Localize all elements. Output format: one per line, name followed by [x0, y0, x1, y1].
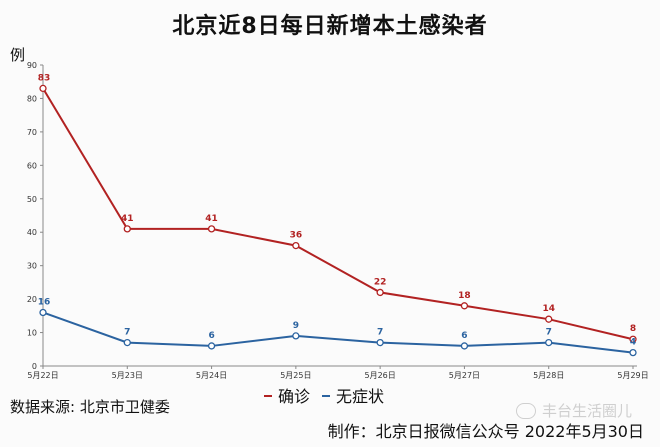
data-label-asymptomatic: 6	[208, 331, 214, 341]
data-label-asymptomatic: 6	[461, 331, 467, 341]
x-tick-label: 5月26日	[365, 371, 396, 380]
data-point-asymptomatic	[39, 308, 47, 317]
data-point-asymptomatic	[123, 338, 131, 347]
legend-label-asymptomatic: 无症状	[336, 387, 384, 406]
legend-label-confirmed: 确诊	[278, 387, 310, 406]
data-point-confirmed	[207, 225, 216, 233]
data-point-confirmed	[39, 84, 47, 93]
x-tick-label: 5月23日	[112, 371, 143, 380]
y-tick-label: 10	[27, 329, 37, 338]
data-label-confirmed: 83	[38, 73, 51, 83]
x-tick-label: 5月29日	[617, 371, 648, 380]
y-tick-label: 60	[27, 161, 37, 170]
data-source: 数据来源: 北京市卫健委	[10, 398, 170, 416]
data-label-confirmed: 41	[121, 214, 134, 224]
data-label-asymptomatic: 7	[546, 328, 552, 338]
series-line-confirmed	[42, 87, 634, 341]
data-label-confirmed: 22	[374, 277, 387, 287]
y-axis-unit-label: 例	[10, 46, 26, 64]
data-label-confirmed: 41	[205, 214, 218, 224]
data-point-asymptomatic	[460, 342, 469, 350]
data-point-asymptomatic	[207, 342, 216, 350]
data-label-confirmed: 18	[458, 291, 471, 301]
y-tick-label: 30	[27, 262, 37, 271]
data-label-asymptomatic: 4	[630, 338, 636, 348]
data-label-asymptomatic: 16	[38, 297, 51, 307]
series-line-asymptomatic	[42, 311, 634, 354]
data-label-asymptomatic: 9	[293, 321, 299, 331]
data-label-asymptomatic: 7	[377, 328, 383, 338]
y-tick-label: 70	[27, 128, 37, 137]
y-tick-label: 20	[27, 295, 37, 304]
data-point-asymptomatic	[545, 338, 553, 347]
data-label-asymptomatic: 7	[124, 328, 130, 338]
wechat-icon	[516, 402, 536, 419]
y-tick-label: 0	[32, 362, 37, 371]
data-label-confirmed: 14	[542, 304, 555, 314]
y-tick-label: 40	[27, 228, 37, 237]
data-point-asymptomatic	[292, 332, 300, 340]
data-point-confirmed	[376, 288, 384, 297]
data-point-confirmed	[292, 241, 300, 250]
chart-title: 北京近8日每日新增本土感染者	[172, 14, 488, 39]
y-tick-label: 90	[27, 61, 37, 70]
data-label-confirmed: 36	[290, 231, 303, 241]
x-tick-label: 5月28日	[533, 371, 564, 380]
watermark: 丰台生活圈儿	[516, 400, 632, 421]
data-point-confirmed	[123, 225, 131, 233]
data-point-asymptomatic	[629, 348, 637, 357]
data-point-confirmed	[629, 335, 637, 343]
x-tick-label: 5月22日	[27, 371, 58, 380]
data-point-asymptomatic	[376, 338, 384, 347]
x-tick-label: 5月24日	[196, 371, 227, 380]
x-tick-label: 5月25日	[280, 371, 311, 380]
data-label-confirmed: 8	[630, 324, 636, 334]
y-tick-label: 50	[27, 195, 37, 204]
watermark-text: 丰台生活圈儿	[542, 402, 633, 420]
credit-line: 制作：北京日报微信公众号 2022年5月30日	[327, 422, 644, 441]
x-tick-label: 5月27日	[449, 371, 480, 380]
data-point-confirmed	[460, 302, 469, 310]
data-point-confirmed	[545, 315, 553, 323]
y-tick-label: 80	[27, 94, 37, 103]
